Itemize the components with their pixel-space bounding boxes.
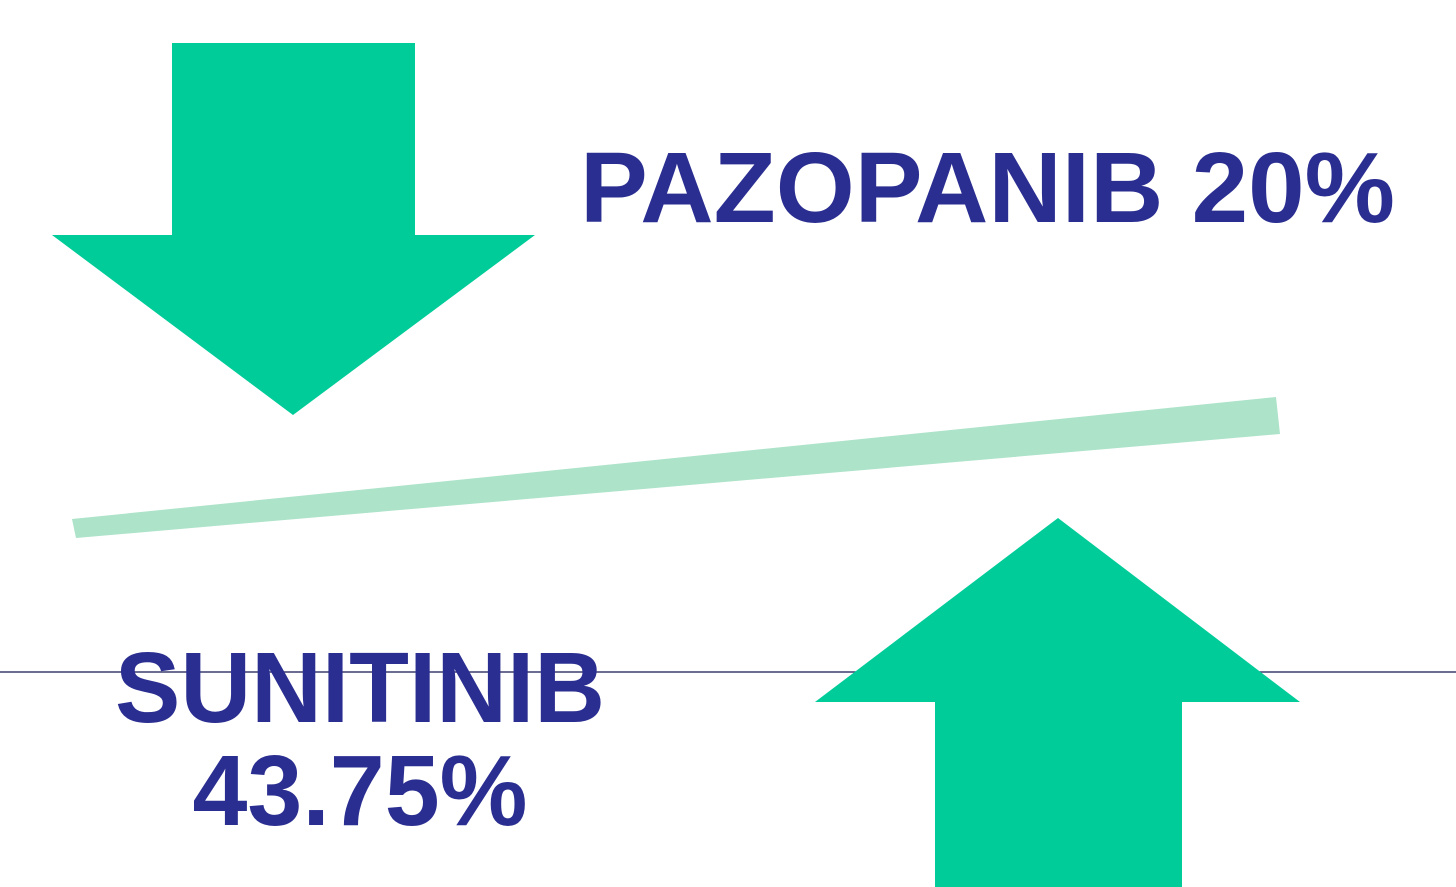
bottom-value: 43.75%	[193, 735, 528, 847]
balance-beam	[72, 397, 1280, 538]
top-label: PAZOPANIB 20%	[580, 132, 1395, 244]
up-arrow	[815, 518, 1300, 887]
down-arrow	[52, 43, 535, 415]
bottom-name: SUNITINIB	[115, 632, 605, 744]
